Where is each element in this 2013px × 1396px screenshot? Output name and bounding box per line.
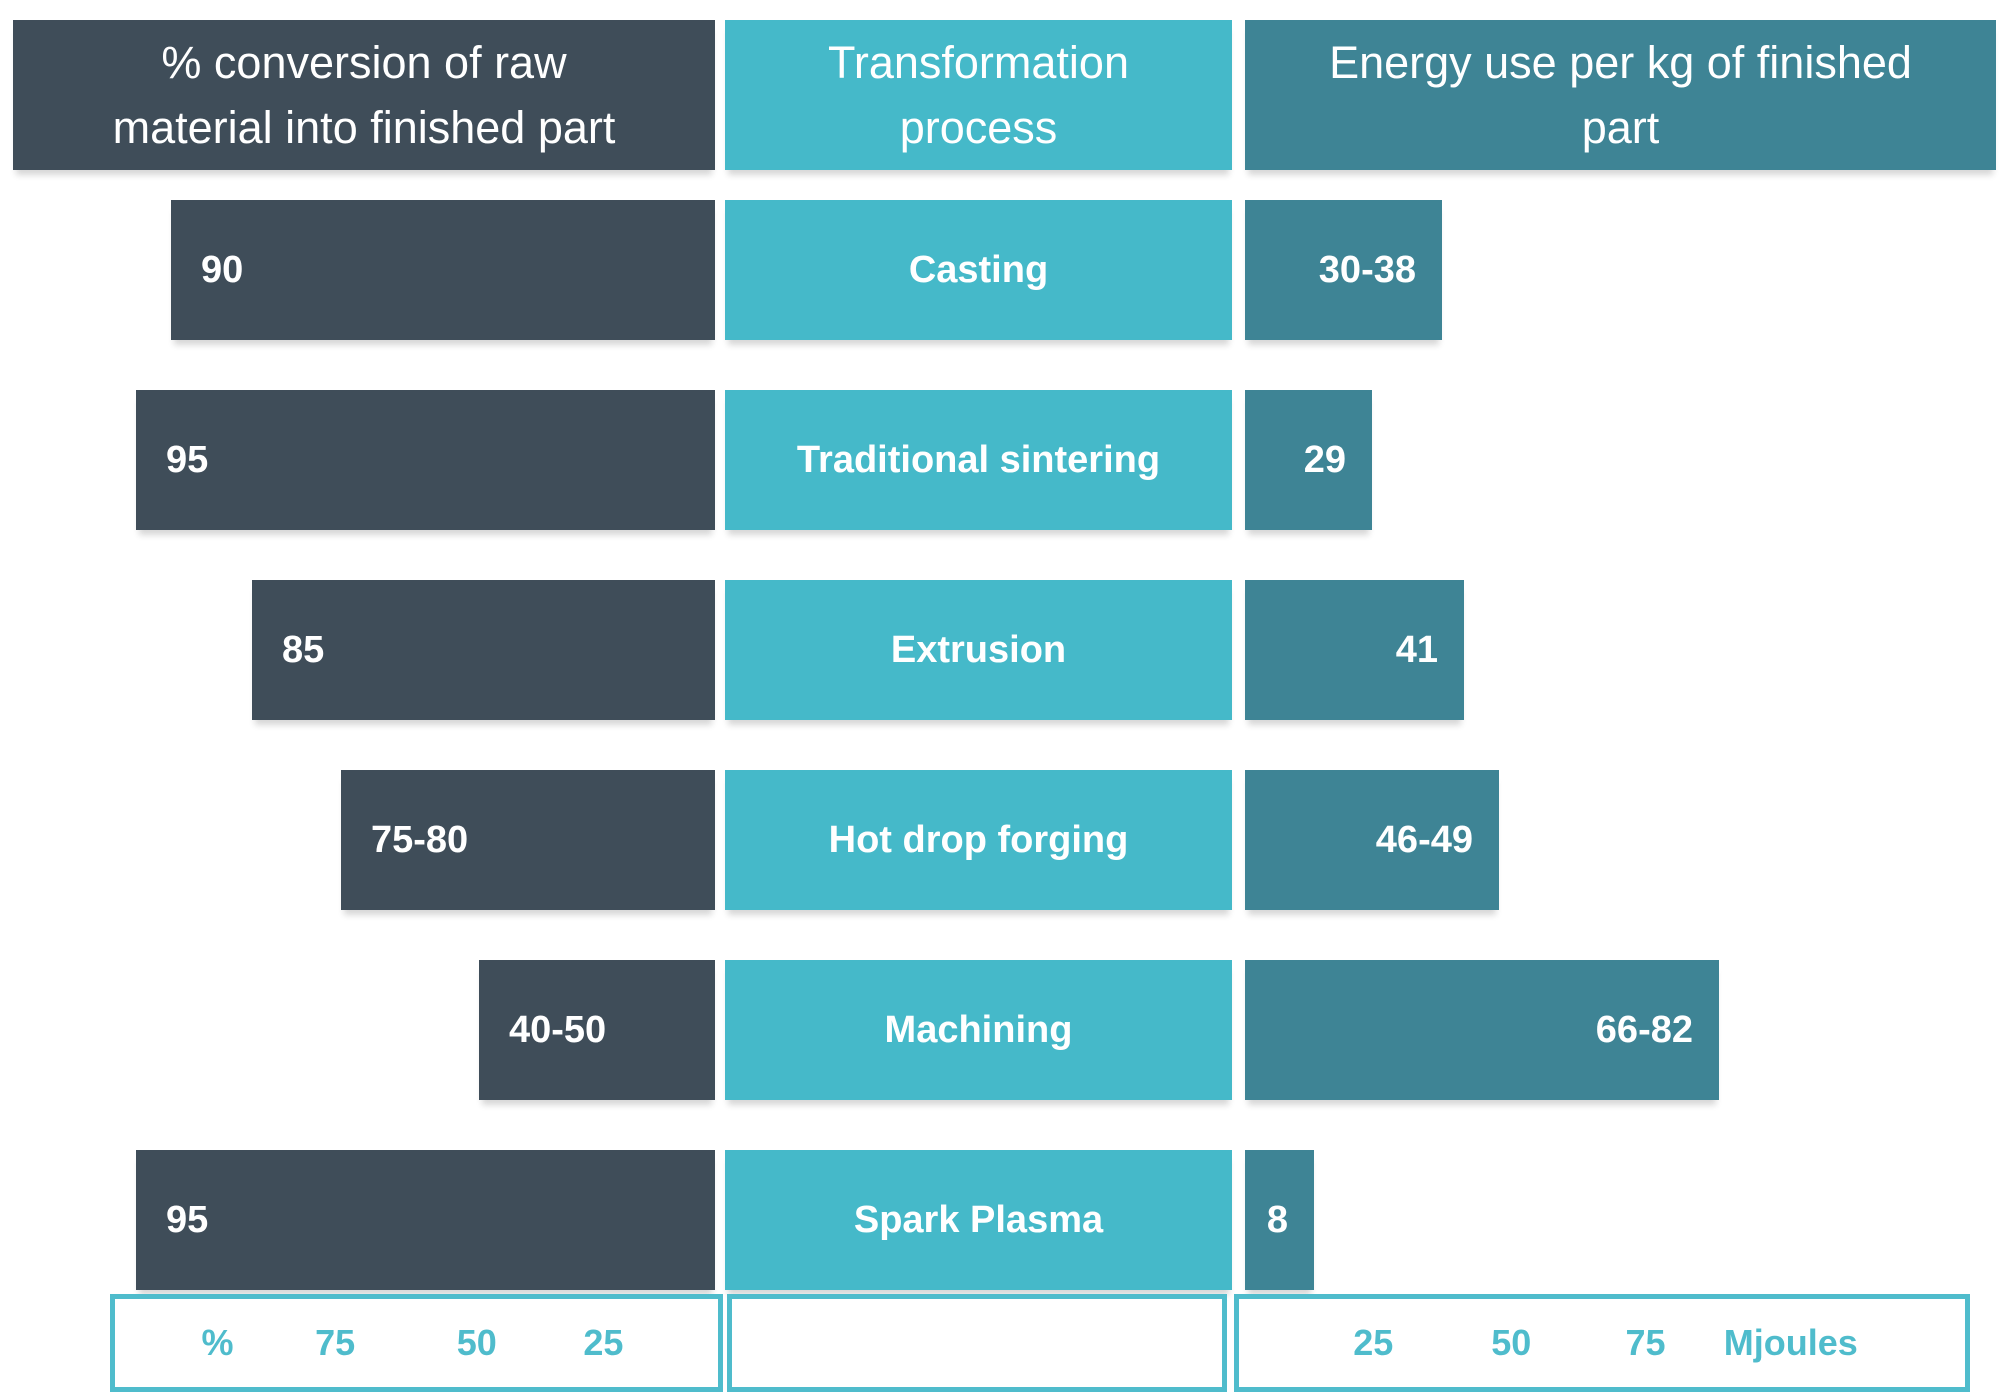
process-box: Casting xyxy=(725,200,1232,340)
column-header-conversion-line1: % conversion of raw xyxy=(161,36,567,88)
conversion-value: 75-80 xyxy=(371,818,469,861)
conversion-value: 95 xyxy=(166,1198,209,1241)
conversion-bar: 75-80 xyxy=(341,770,715,910)
conversion-bar: 90 xyxy=(171,200,715,340)
column-header-process-line2: process xyxy=(899,102,1058,153)
energy-bar: 30-38 xyxy=(1245,200,1442,340)
axis-unit-label: Mjoules xyxy=(1723,1322,1858,1363)
column-header-conversion-line2: material into finished part xyxy=(112,102,616,153)
conversion-bar: 85 xyxy=(252,580,715,720)
energy-bar: 29 xyxy=(1245,390,1372,530)
column-header-energy: Energy use per kg of finished part xyxy=(1245,20,1996,170)
process-box: Hot drop forging xyxy=(725,770,1232,910)
axis-tick: 50 xyxy=(1491,1322,1532,1363)
process-label: Extrusion xyxy=(890,628,1067,671)
column-header-energy-line2: part xyxy=(1581,102,1660,153)
axis-tick: 50 xyxy=(456,1322,497,1363)
chart-row: 40-50 Machining 66-82 xyxy=(0,960,2013,1100)
conversion-bar: 95 xyxy=(136,390,715,530)
chart-row: 90 Casting 30-38 xyxy=(0,200,2013,340)
energy-value: 30-38 xyxy=(1318,248,1416,291)
energy-value: 46-49 xyxy=(1375,818,1473,861)
axis-middle-spacer xyxy=(727,1294,1227,1392)
axis-tick: 75 xyxy=(1625,1322,1666,1363)
process-label: Hot drop forging xyxy=(828,818,1129,861)
axis-tick: 25 xyxy=(1353,1322,1394,1363)
axis-right-energy: 25 50 75 Mjoules xyxy=(1234,1294,1970,1392)
chart-row: 95 Spark Plasma 8 xyxy=(0,1150,2013,1290)
energy-value: 66-82 xyxy=(1595,1008,1693,1051)
column-header-conversion: % conversion of raw material into finish… xyxy=(13,20,715,170)
energy-value: 41 xyxy=(1395,628,1438,671)
conversion-bar: 40-50 xyxy=(479,960,715,1100)
chart-rows: 90 Casting 30-38 95 Traditional sintering 29 8… xyxy=(0,200,2013,1340)
axis-tick: 25 xyxy=(583,1322,624,1363)
conversion-value: 40-50 xyxy=(509,1008,607,1051)
energy-bar: 8 xyxy=(1245,1150,1314,1290)
energy-value: 29 xyxy=(1303,438,1346,481)
axis-tick: 75 xyxy=(315,1322,356,1363)
energy-bar: 46-49 xyxy=(1245,770,1499,910)
process-label: Spark Plasma xyxy=(853,1198,1104,1241)
column-header-energy-line1: Energy use per kg of finished xyxy=(1329,36,1912,88)
axis-tick: % xyxy=(201,1322,234,1363)
process-label: Traditional sintering xyxy=(796,438,1161,481)
process-label: Casting xyxy=(908,248,1049,291)
conversion-value: 95 xyxy=(166,438,209,481)
conversion-value: 90 xyxy=(201,248,244,291)
chart-row: 95 Traditional sintering 29 xyxy=(0,390,2013,530)
process-box: Traditional sintering xyxy=(725,390,1232,530)
chart-row: 85 Extrusion 41 xyxy=(0,580,2013,720)
conversion-bar: 95 xyxy=(136,1150,715,1290)
energy-value: 8 xyxy=(1266,1198,1288,1241)
column-header-process-line1: Transformation xyxy=(828,36,1129,88)
conversion-value: 85 xyxy=(282,628,325,671)
axis-left-conversion: % 75 50 25 xyxy=(110,1294,723,1392)
energy-bar: 41 xyxy=(1245,580,1464,720)
process-box: Spark Plasma xyxy=(725,1150,1232,1290)
column-header-process: Transformation process xyxy=(725,20,1232,170)
process-box: Extrusion xyxy=(725,580,1232,720)
energy-bar: 66-82 xyxy=(1245,960,1719,1100)
process-box: Machining xyxy=(725,960,1232,1100)
chart-row: 75-80 Hot drop forging 46-49 xyxy=(0,770,2013,910)
process-label: Machining xyxy=(884,1008,1073,1051)
